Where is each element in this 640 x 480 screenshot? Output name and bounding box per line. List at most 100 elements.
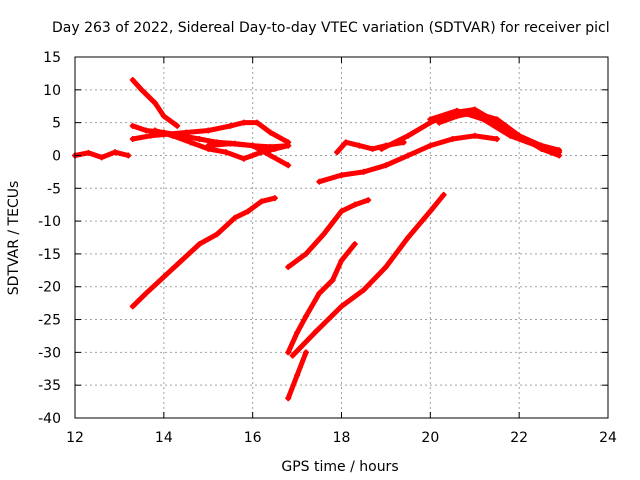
y-tick-label: -10 [38, 214, 61, 230]
data-point [129, 122, 136, 129]
data-point [111, 149, 118, 156]
data-point [129, 303, 136, 310]
chart-title: Day 263 of 2022, Sidereal Day-to-day VTE… [52, 20, 610, 36]
data-series-arc-h [285, 197, 372, 271]
data-point [338, 303, 345, 310]
data-point [245, 208, 252, 215]
y-tick-label: -40 [38, 411, 61, 427]
data-series-arc-f [205, 140, 292, 169]
data-point [453, 113, 460, 120]
data-point [320, 231, 327, 238]
data-point [516, 132, 523, 139]
data-point [143, 127, 150, 134]
y-tick-label: 5 [52, 116, 61, 132]
data-point [285, 142, 292, 149]
data-point [205, 142, 212, 149]
data-point [316, 290, 323, 297]
data-series-arc-g [129, 195, 278, 310]
data-point [223, 149, 230, 156]
data-point [365, 197, 372, 204]
data-series-arc-j [285, 349, 309, 402]
data-point [471, 109, 478, 116]
data-point [196, 241, 203, 248]
data-point [160, 273, 167, 280]
data-point [289, 352, 296, 359]
data-point [351, 201, 358, 208]
data-point [138, 86, 145, 93]
data-point [334, 149, 341, 156]
data-point [427, 142, 434, 149]
x-tick-label: 22 [510, 430, 528, 446]
y-tick-label: 0 [52, 148, 61, 164]
data-point [205, 127, 212, 134]
data-series-arc-b [129, 76, 181, 129]
data-point [285, 264, 292, 271]
data-point [440, 191, 447, 198]
data-point [329, 277, 336, 284]
data-point [178, 257, 185, 264]
data-point [129, 76, 136, 83]
data-point [294, 372, 301, 379]
data-point [267, 152, 274, 159]
data-point [538, 145, 545, 152]
x-tick-label: 20 [421, 430, 439, 446]
data-series-arc-i [285, 241, 358, 356]
data-point [258, 198, 265, 205]
x-tick-label: 18 [333, 430, 351, 446]
data-point [436, 119, 443, 126]
data-point [356, 142, 363, 149]
data-point [342, 139, 349, 146]
data-point [285, 395, 292, 402]
data-point [556, 152, 563, 159]
data-point [316, 178, 323, 185]
data-point [302, 349, 309, 356]
y-axis-label: SDTVAR / TECUs [6, 181, 22, 296]
data-point [240, 119, 247, 126]
data-point [311, 329, 318, 336]
data-point [369, 145, 376, 152]
data-series-group [72, 76, 563, 402]
series-trace [130, 120, 291, 145]
data-point [160, 113, 167, 120]
data-point [285, 162, 292, 169]
data-point [227, 122, 234, 129]
x-axis-label: GPS time / hours [281, 459, 398, 475]
data-point [98, 154, 105, 161]
data-point [169, 132, 176, 139]
data-point [427, 116, 434, 123]
series-trace [290, 192, 447, 359]
data-point [338, 172, 345, 179]
data-point [453, 107, 460, 114]
y-tick-label: 10 [43, 83, 61, 99]
data-point [271, 195, 278, 202]
y-tick-label: -5 [47, 181, 61, 197]
grid [75, 57, 608, 418]
data-point [151, 127, 158, 134]
data-point [285, 349, 292, 356]
x-tick-label: 16 [244, 430, 262, 446]
y-tick-label: 15 [43, 50, 61, 66]
y-tick-label: -35 [38, 378, 61, 394]
data-point [227, 140, 234, 147]
data-point [271, 145, 278, 152]
x-tick-label: 12 [66, 430, 84, 446]
data-point [493, 136, 500, 143]
data-point [302, 250, 309, 257]
y-tick-label: -15 [38, 247, 61, 263]
data-series-arc-k [289, 191, 447, 359]
data-point [382, 264, 389, 271]
y-tick-label: -25 [38, 313, 61, 329]
data-point [360, 287, 367, 294]
data-point [427, 208, 434, 215]
data-point [267, 129, 274, 136]
data-point [151, 99, 158, 106]
y-tick-label: -30 [38, 345, 61, 361]
data-point [129, 136, 136, 143]
data-point [405, 132, 412, 139]
data-point [493, 116, 500, 123]
data-point [471, 132, 478, 139]
ticks: 12 14 16 18 20 22 24 15 10 5 0 -5 -10 -15 -20 -25 -30 -35… [38, 50, 617, 446]
data-point [147, 132, 154, 139]
data-point [249, 142, 256, 149]
